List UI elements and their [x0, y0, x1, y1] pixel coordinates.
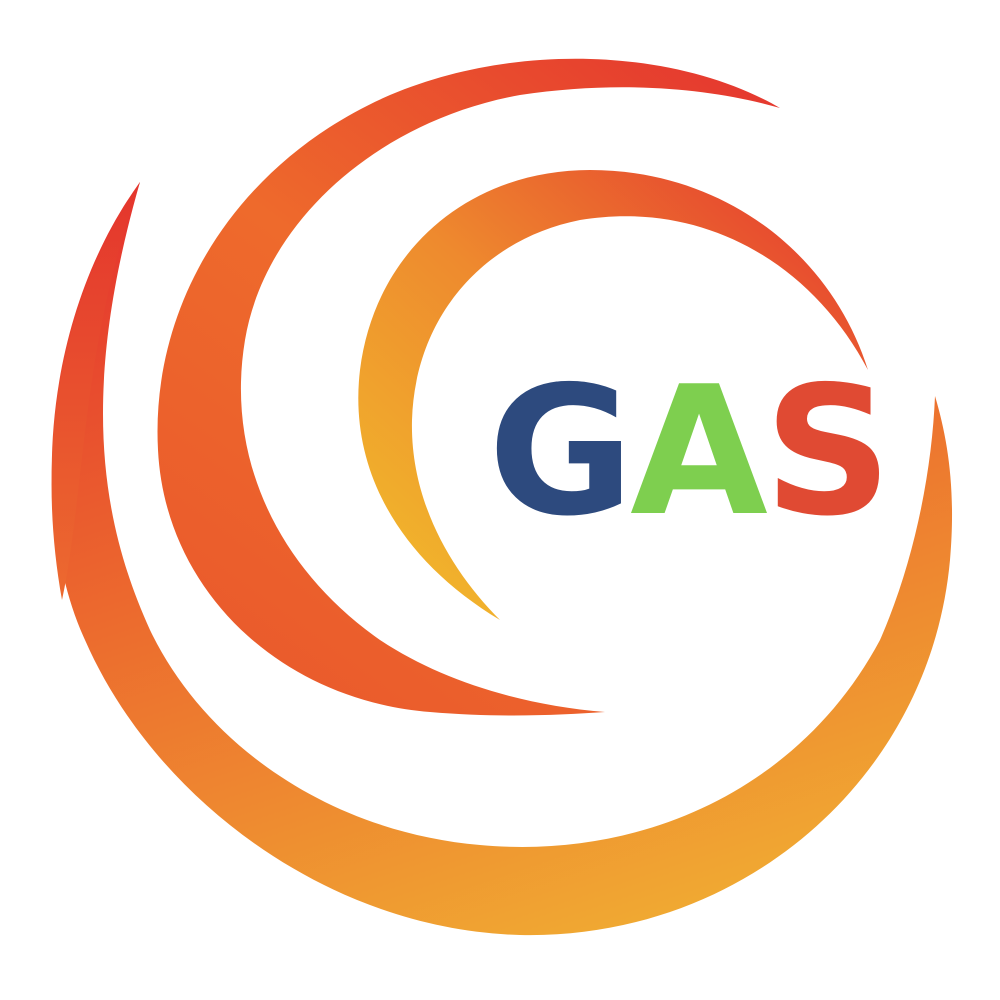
left-swirl-edge [51, 182, 140, 600]
gas-wordmark: G A S [488, 363, 892, 541]
letter-a: A [630, 348, 768, 555]
letter-s: S [763, 348, 892, 555]
letter-g: G [488, 348, 634, 555]
